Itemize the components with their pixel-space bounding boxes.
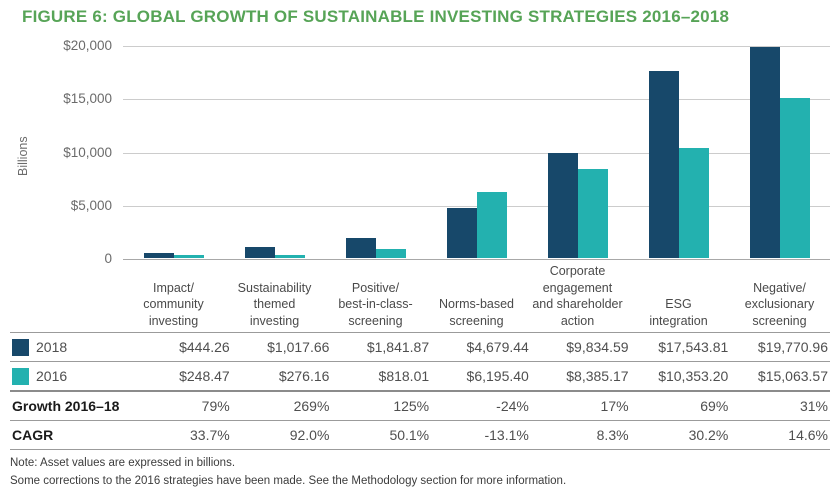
legend-swatch-2016 [12,367,29,385]
table-value: $1,017.66 [267,339,330,355]
row-label: 2016 [36,368,68,384]
bar-2016-group4 [476,192,507,258]
table-value: 30.2% [688,427,729,443]
category-labels: Impact/ community investing Sustainabilit… [123,264,830,329]
table-value: 269% [293,398,330,414]
category-label: Impact/ community investing [143,280,204,328]
bar-2016-group7 [779,97,810,258]
bar-2018-group5 [547,153,578,258]
plot-area: 0 $5,000 $10,000 $15,000 $20,000 [63,38,830,266]
bar-2018-group1 [143,253,174,258]
bar-2018-group2 [244,247,275,258]
y-tick-label: $15,000 [63,91,112,107]
bar-2016-group5 [577,168,608,258]
table-value: 92.0% [289,427,330,443]
table-value: 14.6% [788,427,828,443]
table-value: $248.47 [179,368,230,384]
figure-title: FIGURE 6: GLOBAL GROWTH OF SUSTAINABLE I… [22,7,730,26]
bar-2018-group6 [648,71,679,258]
note-line-2: Some corrections to the 2016 strategies … [10,474,567,487]
footnotes: Note: Asset values are expressed in bill… [10,455,566,491]
bar-2018-group7 [749,47,780,258]
gridline [123,46,830,47]
category-label: Positive/ best-in-class- screening [338,280,413,328]
category-cell: Positive/ best-in-class- screening [325,264,426,329]
table-value: -13.1% [484,427,529,443]
bar-2016-group3 [375,249,406,258]
table-value: -24% [496,398,529,414]
y-tick-label: 0 [104,251,112,266]
row-label-cell: 2018 [10,338,132,356]
table-value: $4,679.44 [466,339,529,355]
table-value: 79% [201,398,230,414]
gridline [123,99,830,101]
table-value: $818.01 [378,368,430,384]
category-cell: Impact/ community investing [123,264,224,329]
row-label-cell: CAGR [10,427,132,443]
row-label: Growth 2016–18 [12,398,120,414]
category-label: Corporate engagement and shareholder act… [532,264,623,328]
table-row-2016: 2016 $248.47 $276.16 $818.01 $6,195.40 $8,385… [10,362,830,392]
category-cell: Norms-based screening [426,264,527,329]
note-line-1: Note: Asset values are expressed in bill… [10,457,236,469]
category-label: Sustainability themed investing [237,280,312,328]
y-tick-label: $10,000 [63,144,112,160]
table-value: $15,063.57 [757,368,828,384]
category-label: ESG integration [649,297,708,328]
table-row-growth-2016-18: Growth 2016–18 79% 269% 125% -24% 17% 69% 31% [10,392,830,421]
category-cell: Sustainability themed investing [224,264,325,329]
table-value: $19,770.96 [757,339,828,355]
category-label: Negative/ exclusionary screening [744,280,815,328]
bar-2016-group2 [274,255,305,258]
table-value: $444.26 [179,339,230,355]
x-axis-line [123,259,830,260]
bar-chart: Billions 0 $5,000 $10,000 $15,000 $20,000 Im… [0,30,837,332]
bar-2016-group6 [678,147,709,258]
row-label-cell: 2016 [10,367,132,385]
row-label: 2018 [36,339,68,355]
table-value: $9,834.59 [566,339,629,355]
bar-2018-group3 [345,238,376,258]
category-cell: Negative/ exclusionary screening [729,264,830,329]
table-value: 33.7% [190,427,230,443]
table-value: 31% [799,398,828,414]
table-value: 69% [700,398,729,414]
table-value: $1,841.87 [366,339,430,355]
category-label: Norms-based screening [438,297,515,328]
table-row-2018: 2018 $444.26 $1,017.66 $1,841.87 $4,679.44 $9… [10,333,830,362]
row-label-cell: Growth 2016–18 [10,398,132,414]
gridline [123,152,830,154]
y-tick-label: $5,000 [70,197,112,213]
table-value: 17% [600,398,629,414]
table-value: 125% [393,398,430,414]
table-value: 50.1% [389,427,430,443]
category-cell: Corporate engagement and shareholder act… [527,264,628,329]
table-value: $17,543.81 [658,339,729,355]
legend-swatch-2018 [12,338,29,356]
category-cell: ESG integration [628,264,729,329]
bar-2016-group1 [173,255,204,258]
table-value: $8,385.17 [566,368,629,384]
table-row-cagr: CAGR 33.7% 92.0% 50.1% -13.1% 8.3% 30.2% 14.6% [10,421,830,450]
table-value: 8.3% [596,427,629,443]
y-tick-label: $20,000 [63,38,112,53]
table-value: $276.16 [278,368,330,384]
table-value: $6,195.40 [466,368,529,384]
bar-2018-group4 [446,208,477,258]
table-value: $10,353.20 [658,368,729,384]
data-table: 2018 $444.26 $1,017.66 $1,841.87 $4,679.44 $9… [10,332,830,450]
row-label: CAGR [12,427,54,443]
